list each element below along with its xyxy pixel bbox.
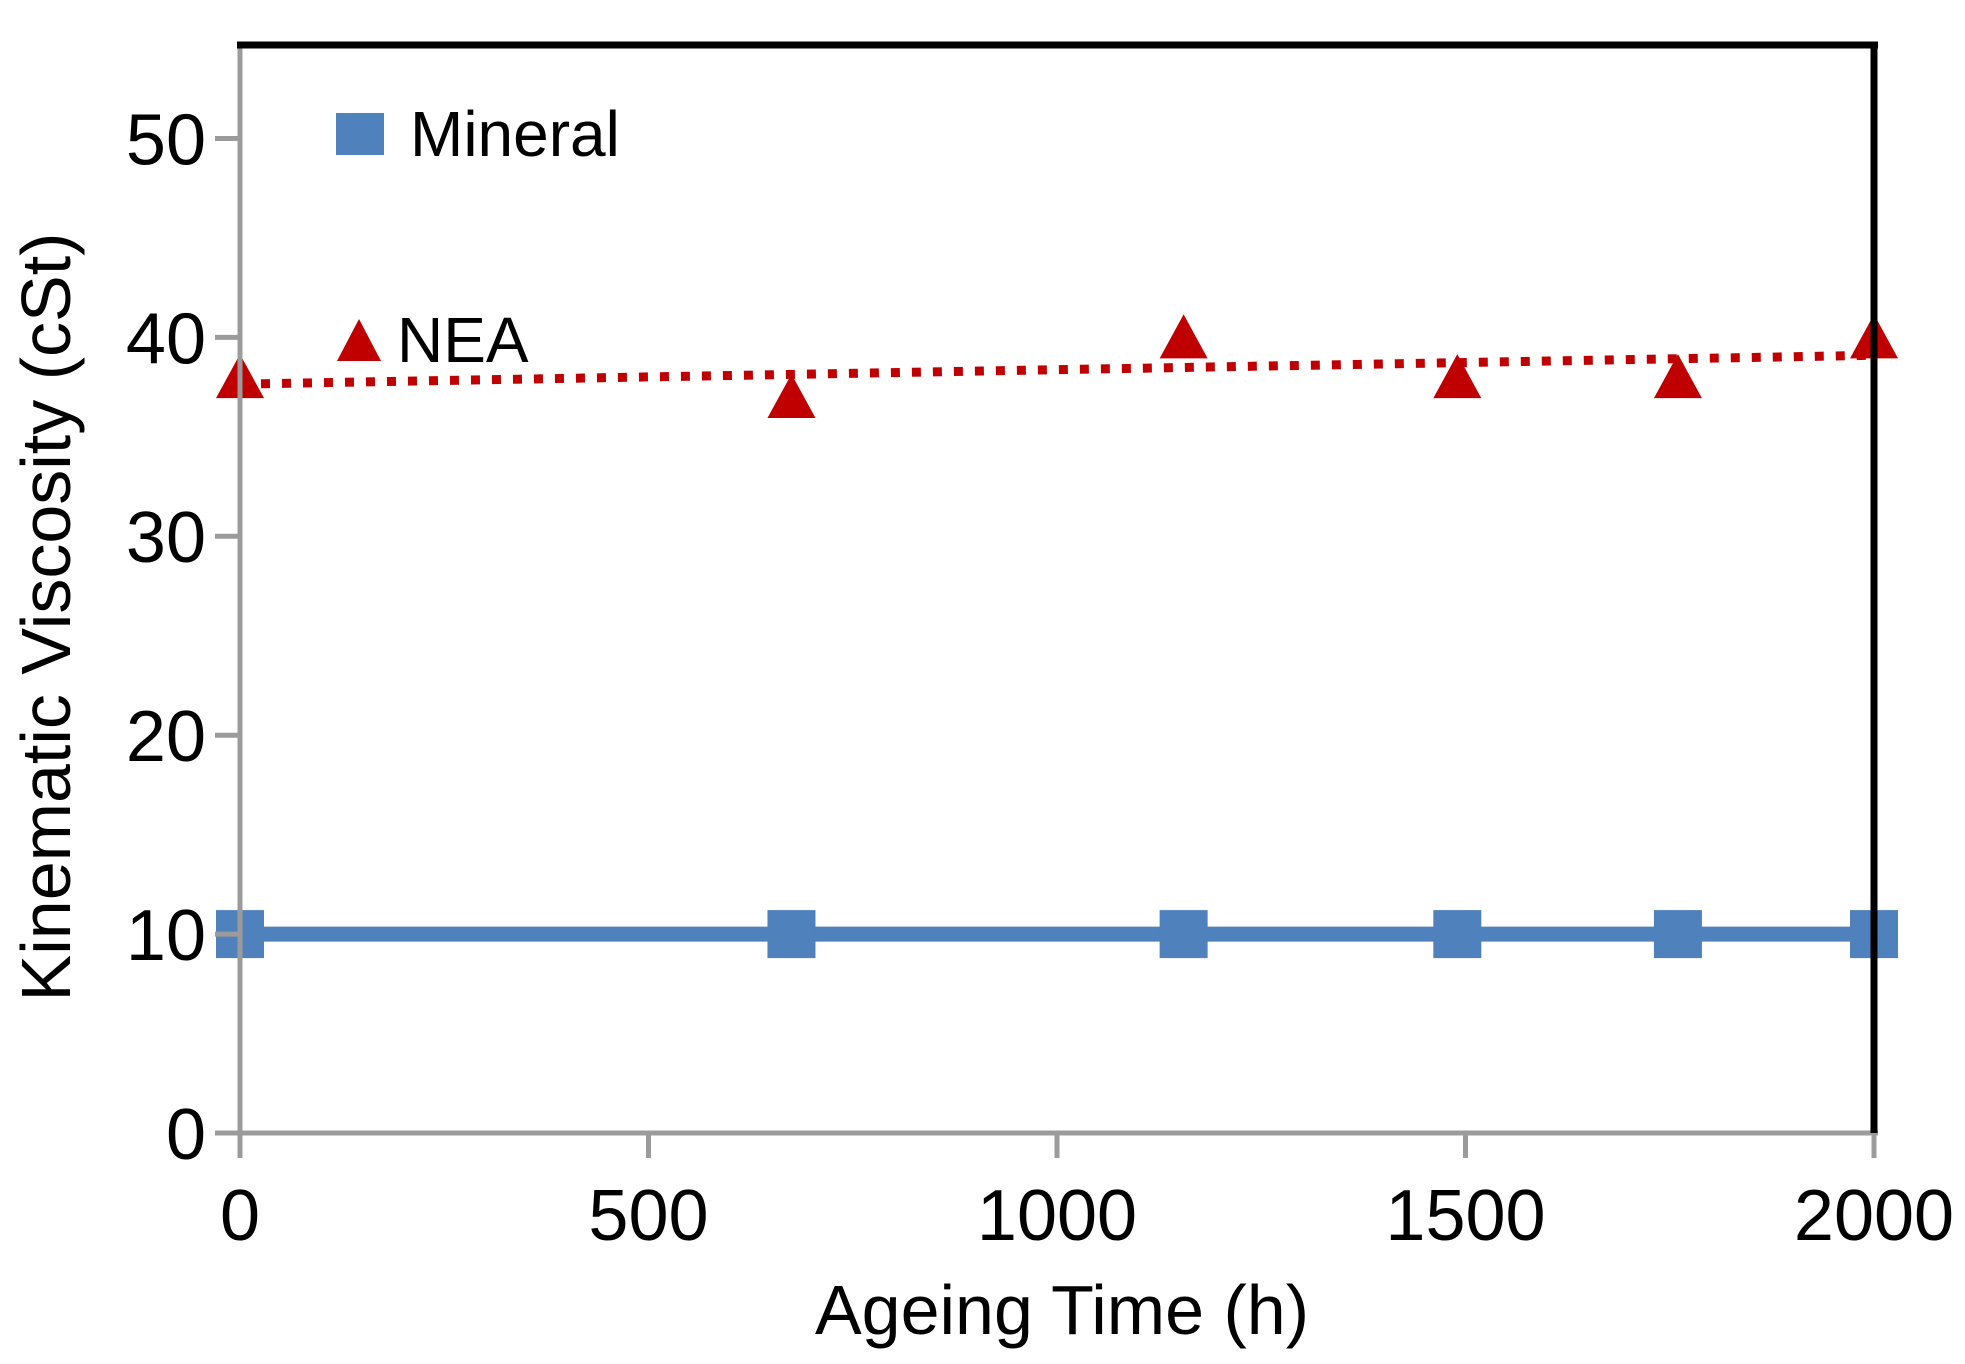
mineral-marker (1433, 910, 1482, 959)
x-tick-label: 0 (220, 1176, 260, 1256)
nea-marker (1433, 354, 1482, 399)
y-tick-label: 10 (126, 896, 206, 976)
axes (215, 45, 1878, 1158)
legend-label-nea: NEA (397, 304, 529, 376)
x-tick-label: 1000 (977, 1176, 1137, 1256)
y-tick-label: 20 (126, 697, 206, 777)
legend-item-nea: NEA (337, 303, 529, 377)
mineral-marker (767, 910, 816, 959)
y-tick-label: 0 (166, 1095, 206, 1175)
mineral-square-icon (336, 113, 384, 155)
x-tick-label: 1500 (1385, 1176, 1545, 1256)
y-tick-label: 40 (126, 299, 206, 379)
nea-marker (1653, 354, 1702, 399)
x-tick-label: 500 (588, 1176, 708, 1256)
legend-item-mineral: Mineral (336, 97, 620, 171)
nea-marker (1159, 314, 1208, 359)
y-axis-title: Kinematic Viscosity (cSt) (7, 232, 85, 1002)
x-axis-title: Ageing Time (h) (814, 1271, 1310, 1349)
plot-border (237, 41, 1878, 1133)
mineral-marker (1159, 910, 1208, 959)
series-mineral (216, 910, 1898, 959)
mineral-marker (1653, 910, 1702, 959)
nea-triangle-icon (337, 319, 381, 361)
nea-marker (767, 374, 816, 419)
y-tick-label: 30 (126, 498, 206, 578)
y-tick-label: 50 (126, 100, 206, 180)
legend-label-mineral: Mineral (410, 98, 620, 170)
x-tick-label: 2000 (1794, 1176, 1954, 1256)
